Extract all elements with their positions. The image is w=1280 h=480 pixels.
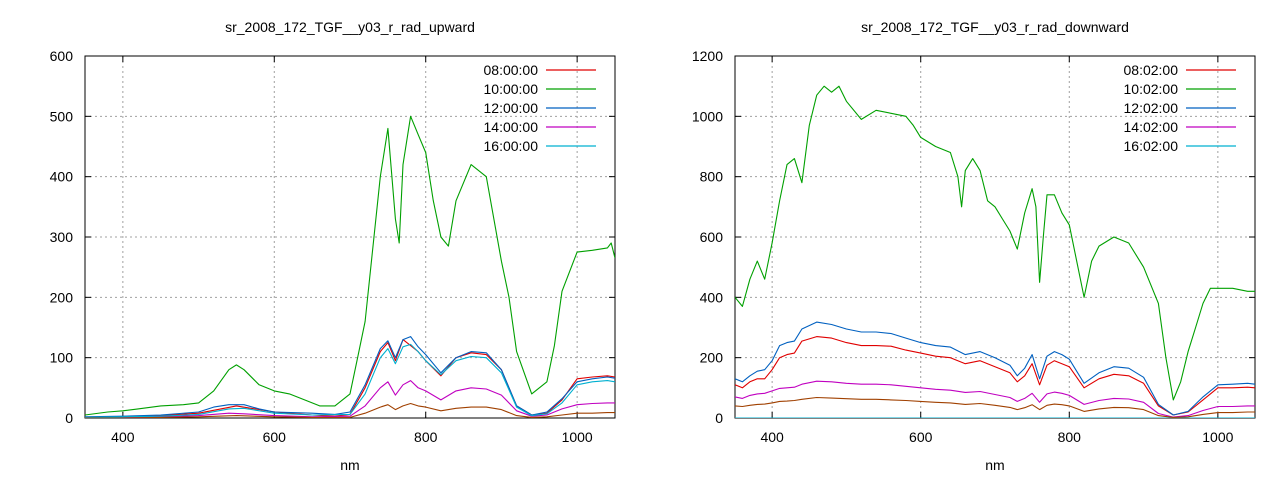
series-line-6 <box>85 402 615 418</box>
x-tick-label: 400 <box>760 429 784 445</box>
y-tick-label: 400 <box>700 289 724 305</box>
chart-panel-1: sr_2008_172_TGF__y03_r_rad_upward 0 100 200… <box>50 19 616 473</box>
legend-label: 08:02:00 <box>1124 62 1179 78</box>
legend-label: 16:02:00 <box>1124 138 1179 154</box>
series-line-5 <box>85 343 615 418</box>
y-tick-label: 600 <box>700 229 724 245</box>
legend-label: 12:00:00 <box>484 100 539 116</box>
y-tick-label: 500 <box>50 108 74 124</box>
series-line-4 <box>735 380 1255 418</box>
y-tick-label: 200 <box>700 350 724 366</box>
series-line-6 <box>735 396 1255 418</box>
chart-title: sr_2008_172_TGF__y03_r_rad_downward <box>861 19 1129 35</box>
y-tick-label: 600 <box>50 48 74 64</box>
x-axis-label: nm <box>985 457 1004 473</box>
y-tick-label: 0 <box>715 410 723 426</box>
legend-label: 16:00:00 <box>484 138 539 154</box>
x-tick-label: 600 <box>263 429 287 445</box>
y-tick-label: 200 <box>50 289 74 305</box>
legend-label: 14:00:00 <box>484 119 539 135</box>
legend-label: 10:02:00 <box>1124 81 1179 97</box>
legend-label: 12:02:00 <box>1124 100 1179 116</box>
x-tick-label: 1000 <box>562 429 593 445</box>
legend-label: 08:00:00 <box>484 62 539 78</box>
y-tick-label: 0 <box>65 410 73 426</box>
y-tick-label: 300 <box>50 229 74 245</box>
chart-title: sr_2008_172_TGF__y03_r_rad_upward <box>225 19 475 35</box>
x-tick-label: 400 <box>111 429 135 445</box>
y-tick-label: 400 <box>50 169 74 185</box>
y-tick-label: 1200 <box>692 48 723 64</box>
series-line-2 <box>85 115 615 416</box>
chart-panel-2: sr_2008_172_TGF__y03_r_rad_downward 0 200 4… <box>692 19 1256 473</box>
x-tick-label: 800 <box>414 429 438 445</box>
y-tick-label: 1000 <box>692 108 723 124</box>
series-line-3 <box>735 321 1255 416</box>
legend-label: 14:02:00 <box>1124 119 1179 135</box>
series-line-3 <box>85 336 615 418</box>
y-tick-label: 800 <box>700 169 724 185</box>
legend-label: 10:00:00 <box>484 81 539 97</box>
y-tick-label: 100 <box>50 350 74 366</box>
plot-frame <box>84 55 616 419</box>
series-line-4 <box>85 380 615 418</box>
x-tick-label: 1000 <box>1202 429 1233 445</box>
series-line-1 <box>735 336 1255 416</box>
series-line-2 <box>735 85 1255 401</box>
x-tick-label: 600 <box>909 429 933 445</box>
x-axis-label: nm <box>340 457 359 473</box>
x-tick-label: 800 <box>1058 429 1082 445</box>
